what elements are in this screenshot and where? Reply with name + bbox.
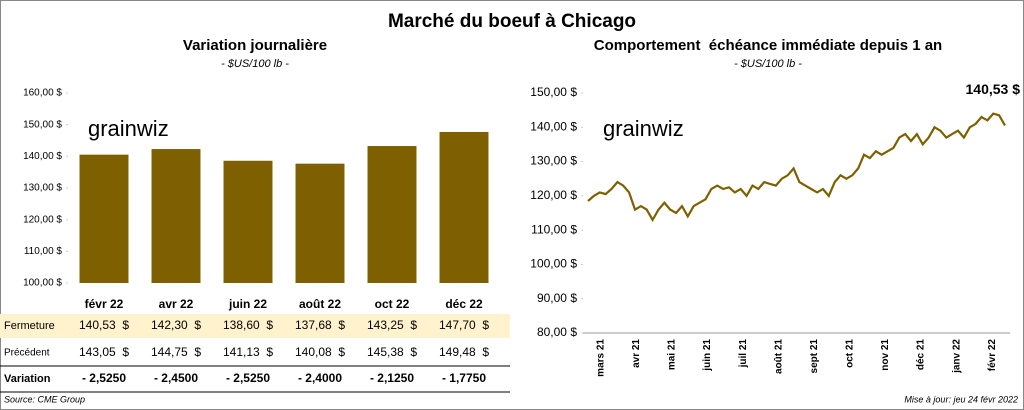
- y-tick-label: 80,00 $: [537, 325, 577, 339]
- table-cell: - 2,4000: [298, 371, 342, 385]
- table-cell: - 2,5250: [82, 371, 126, 385]
- value-label: 143,25 $: [367, 318, 417, 332]
- x-tick-label: déc 21: [916, 339, 927, 371]
- bar: [295, 163, 345, 283]
- y-tick-label: 90,00 $: [537, 291, 577, 305]
- y-tick-label: 120,00 $: [23, 214, 62, 225]
- chart-subtitle: - $US/100 lb -: [734, 58, 802, 70]
- table-cell: - 1,7750: [442, 371, 486, 385]
- x-tick-label: oct 22: [375, 297, 410, 311]
- value-label: 140,53 $: [79, 318, 129, 332]
- y-tick-label: 140,00 $: [23, 151, 62, 162]
- value-label: 137,68 $: [295, 318, 345, 332]
- table-cell: - 2,4500: [154, 371, 198, 385]
- table-cell: 140,08 $: [295, 345, 345, 359]
- value-label: 138,60 $: [223, 318, 273, 332]
- chart-subtitle: - $US/100 lb -: [221, 58, 289, 70]
- row-header: Fermeture: [4, 320, 55, 332]
- y-tick-label: 130,00 $: [530, 154, 577, 168]
- table-cell: 144,75 $: [151, 345, 201, 359]
- x-tick-label: mars 21: [595, 339, 606, 377]
- table-cell: 145,38 $: [367, 345, 417, 359]
- watermark: grainwiz: [603, 116, 684, 141]
- y-tick-label: 130,00 $: [23, 183, 62, 194]
- y-tick-label: 140,00 $: [530, 119, 577, 133]
- x-tick-label: avr 21: [631, 339, 642, 368]
- x-tick-label: mai 21: [667, 339, 678, 371]
- x-tick-label: déc 22: [445, 297, 483, 311]
- y-tick-label: 150,00 $: [23, 119, 62, 130]
- bar: [439, 131, 489, 283]
- watermark: grainwiz: [88, 116, 169, 141]
- row-bg: [0, 314, 510, 338]
- page-title: Marché du boeuf à Chicago: [388, 11, 636, 32]
- line: [587, 112, 1006, 223]
- value-label: 140,53 $: [966, 81, 1021, 97]
- y-tick-label: 110,00 $: [531, 222, 577, 236]
- y-tick-label: 100,00 $: [23, 278, 62, 289]
- y-tick-label: 100,00 $: [530, 257, 577, 271]
- x-tick-label: juin 22: [228, 297, 267, 311]
- x-tick-label: nov 21: [880, 339, 891, 371]
- table-cell: 143,05 $: [79, 345, 129, 359]
- table-cell: - 2,5250: [226, 371, 270, 385]
- x-tick-label: juin 21: [702, 339, 713, 372]
- x-tick-label: févr 22: [987, 339, 998, 372]
- x-tick-label: oct 21: [845, 339, 856, 368]
- x-tick-label: févr 22: [85, 297, 124, 311]
- updated: Mise à jour: jeu 24 févr 2022: [904, 394, 1018, 404]
- table-cell: 149,48 $: [439, 345, 489, 359]
- row-header: Variation: [4, 373, 51, 385]
- y-tick-label: 160,00 $: [23, 88, 62, 99]
- bar: [79, 154, 129, 283]
- source: Source: CME Group: [4, 394, 85, 404]
- chart-title: Comportement échéance immédiate depuis 1…: [594, 37, 942, 54]
- x-tick-label: avr 22: [159, 297, 194, 311]
- y-tick-label: 150,00 $: [530, 85, 577, 99]
- y-tick-label: 120,00 $: [530, 188, 577, 202]
- bar: [151, 149, 201, 283]
- x-tick-label: juil 21: [738, 339, 749, 369]
- bar: [367, 146, 417, 283]
- y-tick-label: 110,00 $: [24, 246, 63, 257]
- bar: [223, 160, 273, 283]
- row-header: Précédent: [4, 348, 50, 359]
- table-cell: 141,13 $: [223, 345, 273, 359]
- x-tick-label: août 22: [299, 297, 341, 311]
- value-label: 142,30 $: [151, 318, 201, 332]
- chart-title: Variation journalière: [183, 37, 327, 54]
- x-tick-label: janv 22: [951, 339, 962, 374]
- table-cell: - 2,1250: [370, 371, 414, 385]
- x-tick-label: sept 21: [809, 339, 820, 374]
- x-tick-label: août 21: [773, 339, 784, 374]
- value-label: 147,70 $: [439, 318, 489, 332]
